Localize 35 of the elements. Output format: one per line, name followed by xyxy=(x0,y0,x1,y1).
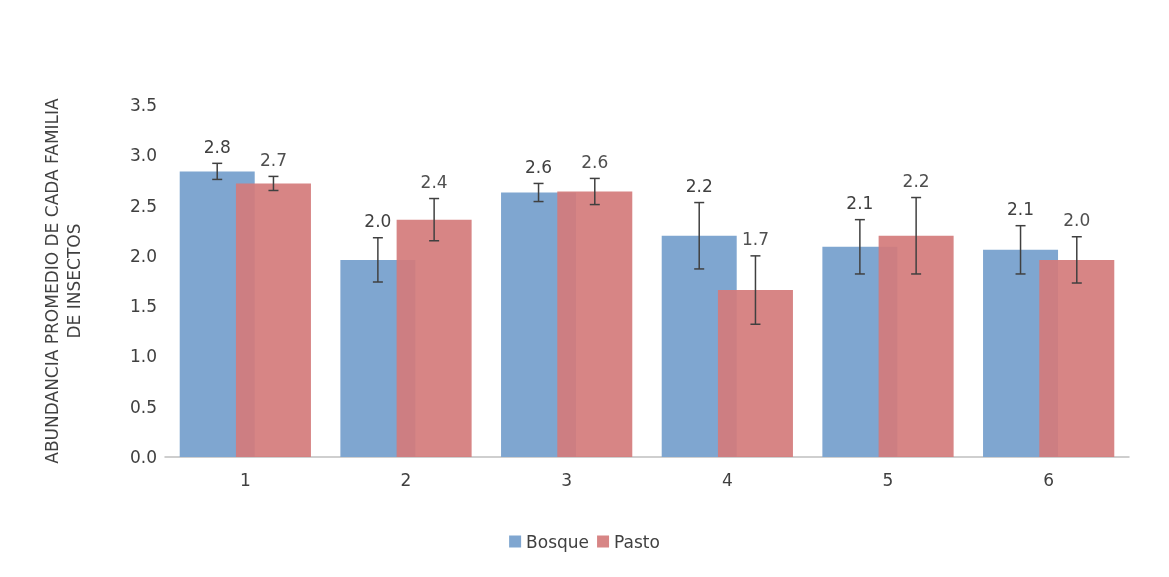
data-label: 2.0 xyxy=(364,211,392,232)
x-tick-label: 3 xyxy=(561,469,573,490)
x-tick-label: 5 xyxy=(882,469,894,490)
legend-label: Bosque xyxy=(526,531,590,552)
data-label: 2.6 xyxy=(525,156,553,177)
data-label: 2.7 xyxy=(259,149,287,170)
y-tick-label: 3.0 xyxy=(129,145,157,166)
bar xyxy=(878,235,954,457)
y-tick-label: 0.0 xyxy=(129,447,157,467)
data-label: 2.8 xyxy=(203,136,231,157)
legend-label: Pasto xyxy=(614,531,660,552)
bar xyxy=(396,219,472,457)
bar xyxy=(717,290,793,457)
bar xyxy=(235,183,311,457)
y-tick-label: 0.5 xyxy=(129,396,157,417)
data-label: 2.6 xyxy=(581,151,609,172)
data-label: 2.0 xyxy=(1063,210,1091,231)
x-tick-label: 4 xyxy=(721,469,733,490)
y-tick-label: 2.5 xyxy=(129,195,157,216)
bar xyxy=(1039,259,1115,457)
data-label: 2.1 xyxy=(1007,199,1035,220)
y-tick-label: 3.5 xyxy=(129,95,157,115)
data-label: 2.2 xyxy=(685,176,713,197)
y-tick-label: 1.5 xyxy=(129,296,157,317)
x-tick-label: 2 xyxy=(400,469,412,490)
y-tick-label: 2.0 xyxy=(129,245,157,266)
bar xyxy=(557,191,633,457)
x-tick-label: 1 xyxy=(239,469,251,490)
y-tick-label: 1.0 xyxy=(129,346,157,367)
data-label: 2.2 xyxy=(902,171,930,192)
data-label: 1.7 xyxy=(741,229,769,250)
data-label: 2.4 xyxy=(420,172,448,193)
x-tick-label: 6 xyxy=(1043,469,1055,490)
y-axis-title: ABUNDANCIA PROMEDIO DE CADA FAMILIA DE INSECTOS xyxy=(42,97,84,464)
data-label: 2.1 xyxy=(846,193,874,214)
